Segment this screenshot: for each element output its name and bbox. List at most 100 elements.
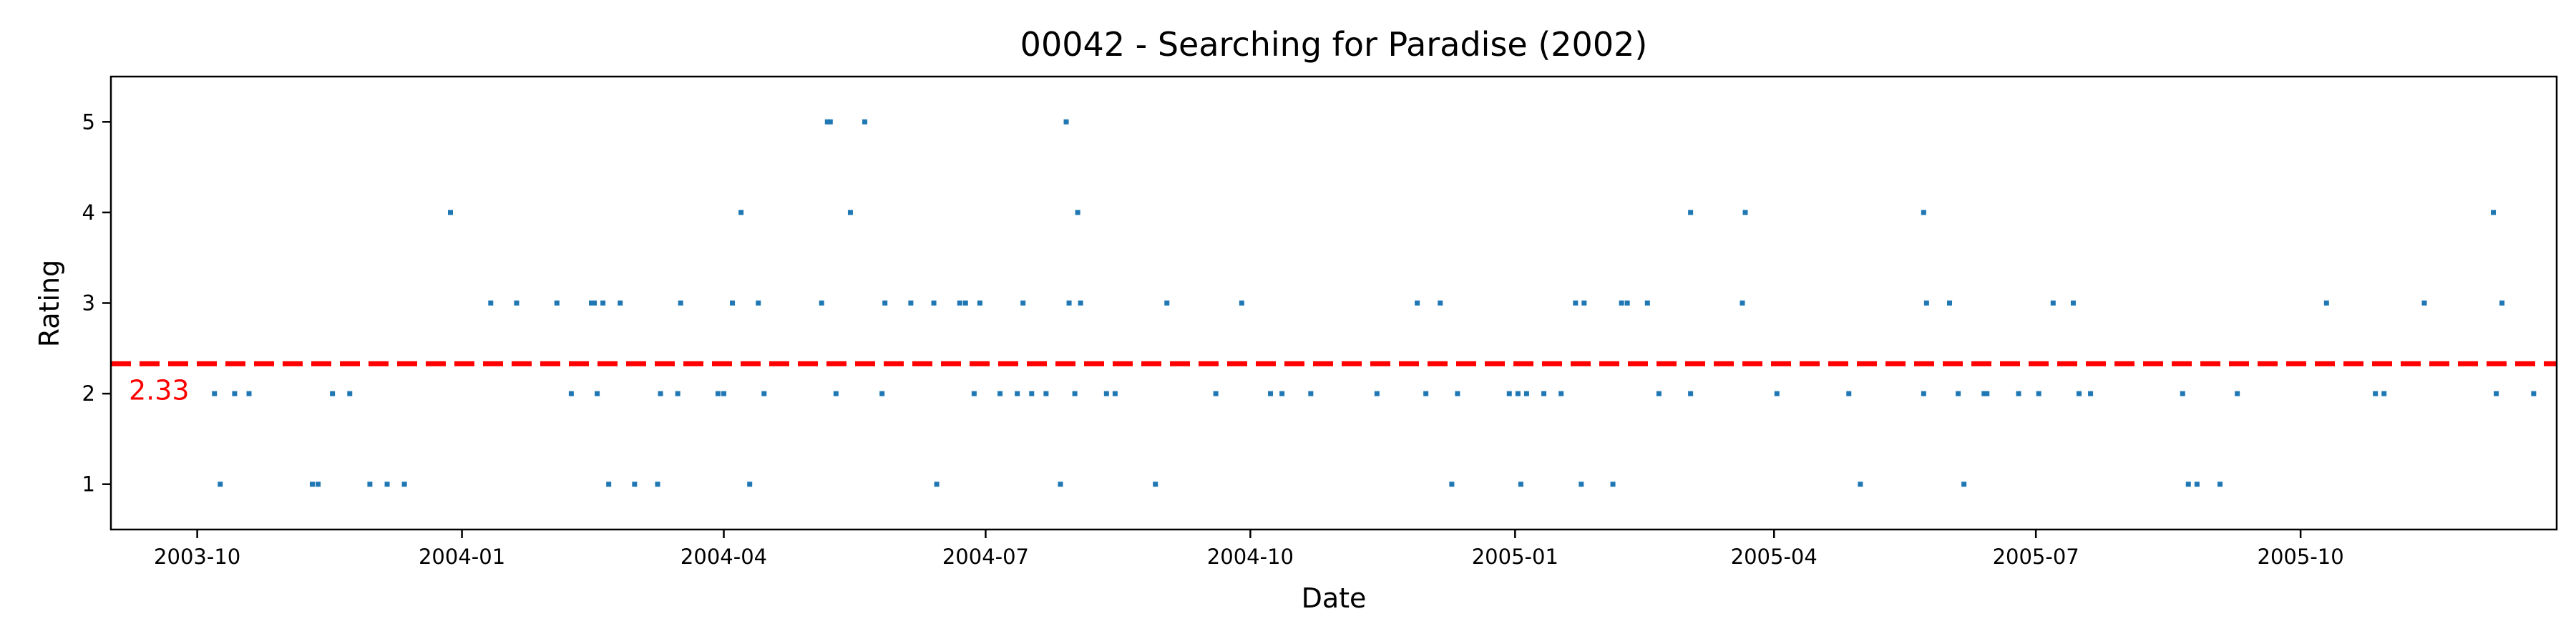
data-point [1619,301,1624,306]
data-point [1573,301,1579,306]
data-point [632,482,638,487]
data-point [1438,301,1443,306]
data-point [592,301,597,306]
data-point [1020,301,1026,306]
data-point [819,301,824,306]
data-point [1774,391,1780,396]
data-point [367,482,373,487]
data-point [2381,391,2387,396]
data-point [1688,391,1694,396]
data-point [1043,391,1049,396]
data-point [997,391,1003,396]
data-point [1921,210,1926,215]
data-point [447,210,453,215]
data-point [761,391,767,396]
x-tick-label: 2004-07 [942,545,1029,569]
data-point [934,482,940,487]
data-point [488,301,494,306]
data-point [1518,482,1523,487]
y-tick-label: 5 [82,109,95,134]
data-point [931,301,937,306]
data-point [977,301,982,306]
data-point [1961,482,1967,487]
data-point [882,301,888,306]
data-point [246,391,252,396]
chart-title: 00042 - Searching for Paradise (2002) [1020,25,1648,64]
data-point [2070,301,2076,306]
data-point [1308,391,1314,396]
data-point [347,391,353,396]
data-point [589,301,595,306]
data-point [316,482,321,487]
x-tick-label: 2005-01 [1472,545,1558,569]
x-tick-label: 2005-04 [1731,545,1818,569]
data-point [756,301,761,306]
data-point [1075,210,1080,215]
data-point [1078,301,1083,306]
data-point [715,391,721,396]
data-point [1581,301,1587,306]
data-point [606,482,612,487]
data-point [1981,391,1987,396]
data-point [655,482,660,487]
data-point [1541,391,1547,396]
data-point [971,391,977,396]
data-point [833,391,839,396]
data-point [827,119,833,125]
data-point [1558,391,1564,396]
data-point [1523,391,1529,396]
data-point [862,119,868,125]
plot-frame [109,75,2558,531]
data-point [1455,391,1460,396]
x-tick-label: 2005-07 [1993,545,2079,569]
data-point [957,301,962,306]
data-point [218,482,223,487]
data-point [678,301,683,306]
data-point [2531,391,2537,396]
data-point [2323,301,2329,306]
data-point [730,301,736,306]
data-points [212,119,2537,487]
data-point [2373,391,2379,396]
data-point [1515,391,1521,396]
data-point [1239,301,1244,306]
y-tick-label: 3 [82,291,95,316]
data-point [232,391,238,396]
data-point [738,210,744,215]
data-point [1644,301,1650,306]
y-axis-label: Rating [34,260,65,348]
data-point [1923,301,1929,306]
data-point [1279,391,1285,396]
data-point [600,301,606,306]
data-point [1610,482,1616,487]
data-point [1423,391,1429,396]
data-point [1449,482,1455,487]
data-point [1268,391,1274,396]
data-point [330,391,336,396]
data-point [1506,391,1512,396]
data-point [658,391,663,396]
data-point [1072,391,1078,396]
data-point [1656,391,1662,396]
y-tick-label: 2 [82,381,95,406]
x-axis-label: Date [1302,582,1367,614]
mean-label: 2.33 [129,374,190,406]
data-point [2491,210,2497,215]
data-point [2185,482,2191,487]
data-point [1063,119,1069,125]
data-point [1213,391,1219,396]
x-tick-label: 2005-10 [2258,545,2344,569]
data-point [1153,482,1158,487]
data-point [1984,391,1990,396]
data-point [1740,301,1745,306]
data-point [309,482,315,487]
data-point [1947,301,1953,306]
data-point [1921,391,1926,396]
data-point [2494,391,2499,396]
data-point [1846,391,1852,396]
y-tick-label: 4 [82,200,95,225]
data-point [2076,391,2082,396]
x-tick-label: 2003-10 [154,545,240,569]
data-point [1374,391,1380,396]
